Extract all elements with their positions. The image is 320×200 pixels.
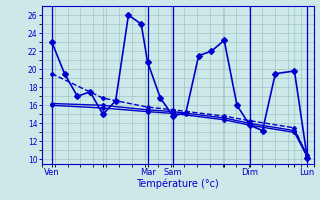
X-axis label: Température (°c): Température (°c) [136,179,219,189]
